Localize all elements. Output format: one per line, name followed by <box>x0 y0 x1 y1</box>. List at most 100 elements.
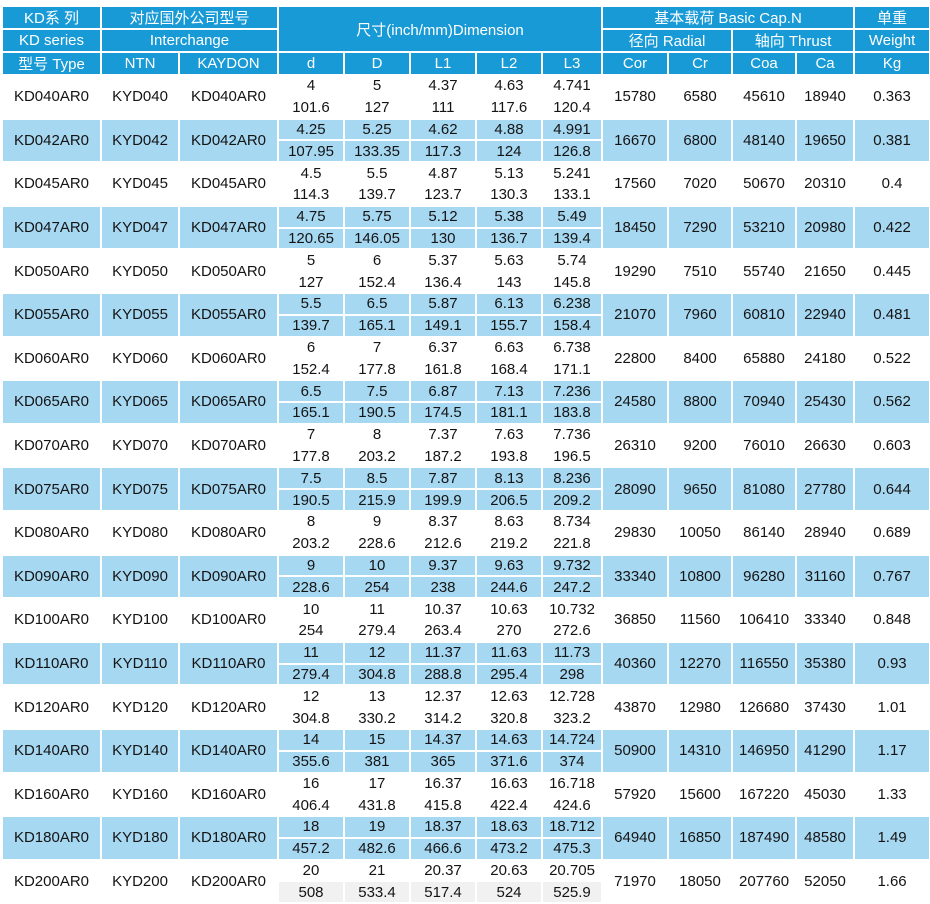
cell-L1-mm: 314.2 <box>411 708 476 728</box>
cell-L1-mm: 365 <box>411 751 476 772</box>
cell-cr: 7510 <box>669 250 732 292</box>
cell-cr: 8400 <box>669 337 732 380</box>
cell-d-inch: 18 <box>279 817 344 837</box>
cell-ntn: KYD110 <box>102 642 178 685</box>
cell-d-mm: 120.65 <box>279 228 344 249</box>
cell-L2-inch: 20.63 <box>477 860 542 881</box>
cell-ntn: KYD065 <box>102 381 178 423</box>
table-row-mm-line: 203.2 228.6 212.6 219.2 221.8 <box>3 533 929 554</box>
cell-ntn: KYD060 <box>102 337 178 380</box>
cell-d-inch: 14 <box>279 729 344 750</box>
cell-L3-mm: 196.5 <box>543 446 602 467</box>
cell-kaydon: KD042AR0 <box>180 119 278 162</box>
cell-L3-inch: 8.236 <box>543 468 602 489</box>
cell-ca: 33340 <box>797 599 854 641</box>
cell-L1-inch: 6.37 <box>411 337 476 358</box>
cell-cor: 57920 <box>603 773 668 816</box>
cell-ntn: KYD140 <box>102 729 178 772</box>
cell-model-type: KD070AR0 <box>3 424 100 467</box>
header-col-type: 型号 Type <box>3 53 100 74</box>
header-col-d: d <box>279 53 344 74</box>
cell-L3-inch: 8.734 <box>543 511 602 532</box>
table-row-mm-line: 101.6 127 111 117.6 120.4 <box>3 97 929 118</box>
cell-D-inch: 21 <box>345 860 410 881</box>
header-thrust-group: 轴向 Thrust <box>733 30 854 51</box>
cell-L2-mm: 295.4 <box>477 664 542 685</box>
cell-coa: 70940 <box>733 381 796 423</box>
table-row-mm-line: 165.1 190.5 174.5 181.1 183.8 <box>3 402 929 423</box>
table-row: KD040AR0 KYD040 KD040AR0 4 5 4.37 4.63 4.741 157… <box>3 76 930 118</box>
cell-kaydon: KD080AR0 <box>180 511 278 554</box>
cell-D-mm: 381 <box>345 751 410 772</box>
cell-L1-mm: 263.4 <box>411 620 476 641</box>
cell-d-mm: 107.95 <box>279 141 344 162</box>
cell-L3-inch: 4.991 <box>543 119 602 140</box>
header-kd-series-zh: KD系 列 <box>3 7 100 28</box>
table-row: KD180AR0 KYD180 KD180AR0 18 19 18.37 18.63 18.7… <box>3 817 930 859</box>
cell-L3-mm: 475.3 <box>543 838 602 859</box>
cell-L3-inch: 6.738 <box>543 337 602 358</box>
table-row: KD120AR0 KYD120 KD120AR0 12 13 12.37 12.63 12.7… <box>3 686 930 728</box>
cell-L1-mm: 136.4 <box>411 272 476 292</box>
cell-ntn: KYD055 <box>102 293 178 336</box>
cell-ca: 41290 <box>797 729 854 772</box>
cell-L2-mm: 130.3 <box>477 184 542 205</box>
cell-D-inch: 12 <box>345 642 410 663</box>
cell-L1-mm: 161.8 <box>411 359 476 380</box>
cell-cor: 40360 <box>603 642 668 685</box>
cell-L3-inch: 20.705 <box>543 860 602 881</box>
cell-model-type: KD140AR0 <box>3 729 100 772</box>
header-col-cor: Cor <box>603 53 668 74</box>
cell-ca: 45030 <box>797 773 854 816</box>
cell-L2-mm: 136.7 <box>477 228 542 249</box>
cell-d-mm: 508 <box>279 882 344 903</box>
cell-L2-inch: 4.88 <box>477 119 542 140</box>
cell-cr: 11560 <box>669 599 732 641</box>
table-row-mm-line: 457.2 482.6 466.6 473.2 475.3 <box>3 838 929 859</box>
header-col-L1: L1 <box>411 53 476 74</box>
cell-ntn: KYD047 <box>102 206 178 249</box>
table-row: KD075AR0 KYD075 KD075AR0 7.5 8.5 7.87 8.13 8.23… <box>3 468 930 510</box>
cell-kaydon: KD100AR0 <box>180 599 278 641</box>
cell-D-mm: 431.8 <box>345 795 410 816</box>
cell-cr: 12980 <box>669 686 732 728</box>
cell-L1-inch: 9.37 <box>411 555 476 576</box>
cell-ntn: KYD075 <box>102 468 178 510</box>
table-row-mm-line: 107.95 133.35 117.3 124 126.8 <box>3 141 929 162</box>
cell-ntn: KYD090 <box>102 555 178 598</box>
cell-d-mm: 355.6 <box>279 751 344 772</box>
cell-L3-mm: 171.1 <box>543 359 602 380</box>
cell-d-mm: 254 <box>279 620 344 641</box>
cell-L1-inch: 5.37 <box>411 250 476 271</box>
cell-D-inch: 13 <box>345 686 410 707</box>
table-row: KD160AR0 KYD160 KD160AR0 16 17 16.37 16.63 16.7… <box>3 773 930 816</box>
header-kd-series-en: KD series <box>3 30 100 51</box>
cell-cr: 8800 <box>669 381 732 423</box>
cell-cr: 9650 <box>669 468 732 510</box>
cell-kaydon: KD090AR0 <box>180 555 278 598</box>
cell-L2-inch: 11.63 <box>477 642 542 663</box>
table-row-mm-line: 355.6 381 365 371.6 374 <box>3 751 929 772</box>
cell-kaydon: KD160AR0 <box>180 773 278 816</box>
cell-L1-mm: 466.6 <box>411 838 476 859</box>
cell-L3-inch: 7.736 <box>543 424 602 445</box>
cell-weight-kg: 0.767 <box>855 555 930 598</box>
cell-L3-inch: 10.732 <box>543 599 602 619</box>
cell-ca: 20980 <box>797 206 854 249</box>
cell-model-type: KD055AR0 <box>3 293 100 336</box>
cell-L1-inch: 4.37 <box>411 76 476 96</box>
cell-d-inch: 4 <box>279 76 344 96</box>
cell-L2-mm: 473.2 <box>477 838 542 859</box>
cell-ntn: KYD042 <box>102 119 178 162</box>
cell-kaydon: KD065AR0 <box>180 381 278 423</box>
cell-L2-mm: 181.1 <box>477 402 542 423</box>
cell-ntn: KYD160 <box>102 773 178 816</box>
cell-cor: 24580 <box>603 381 668 423</box>
cell-weight-kg: 0.848 <box>855 599 930 641</box>
cell-d-inch: 4.75 <box>279 206 344 227</box>
cell-L2-inch: 6.63 <box>477 337 542 358</box>
bearing-spec-table: KD系 列 对应国外公司型号 尺寸(inch/mm)Dimension 基本载荷… <box>1 5 930 904</box>
cell-L3-inch: 16.718 <box>543 773 602 794</box>
cell-d-mm: 165.1 <box>279 402 344 423</box>
cell-d-inch: 20 <box>279 860 344 881</box>
